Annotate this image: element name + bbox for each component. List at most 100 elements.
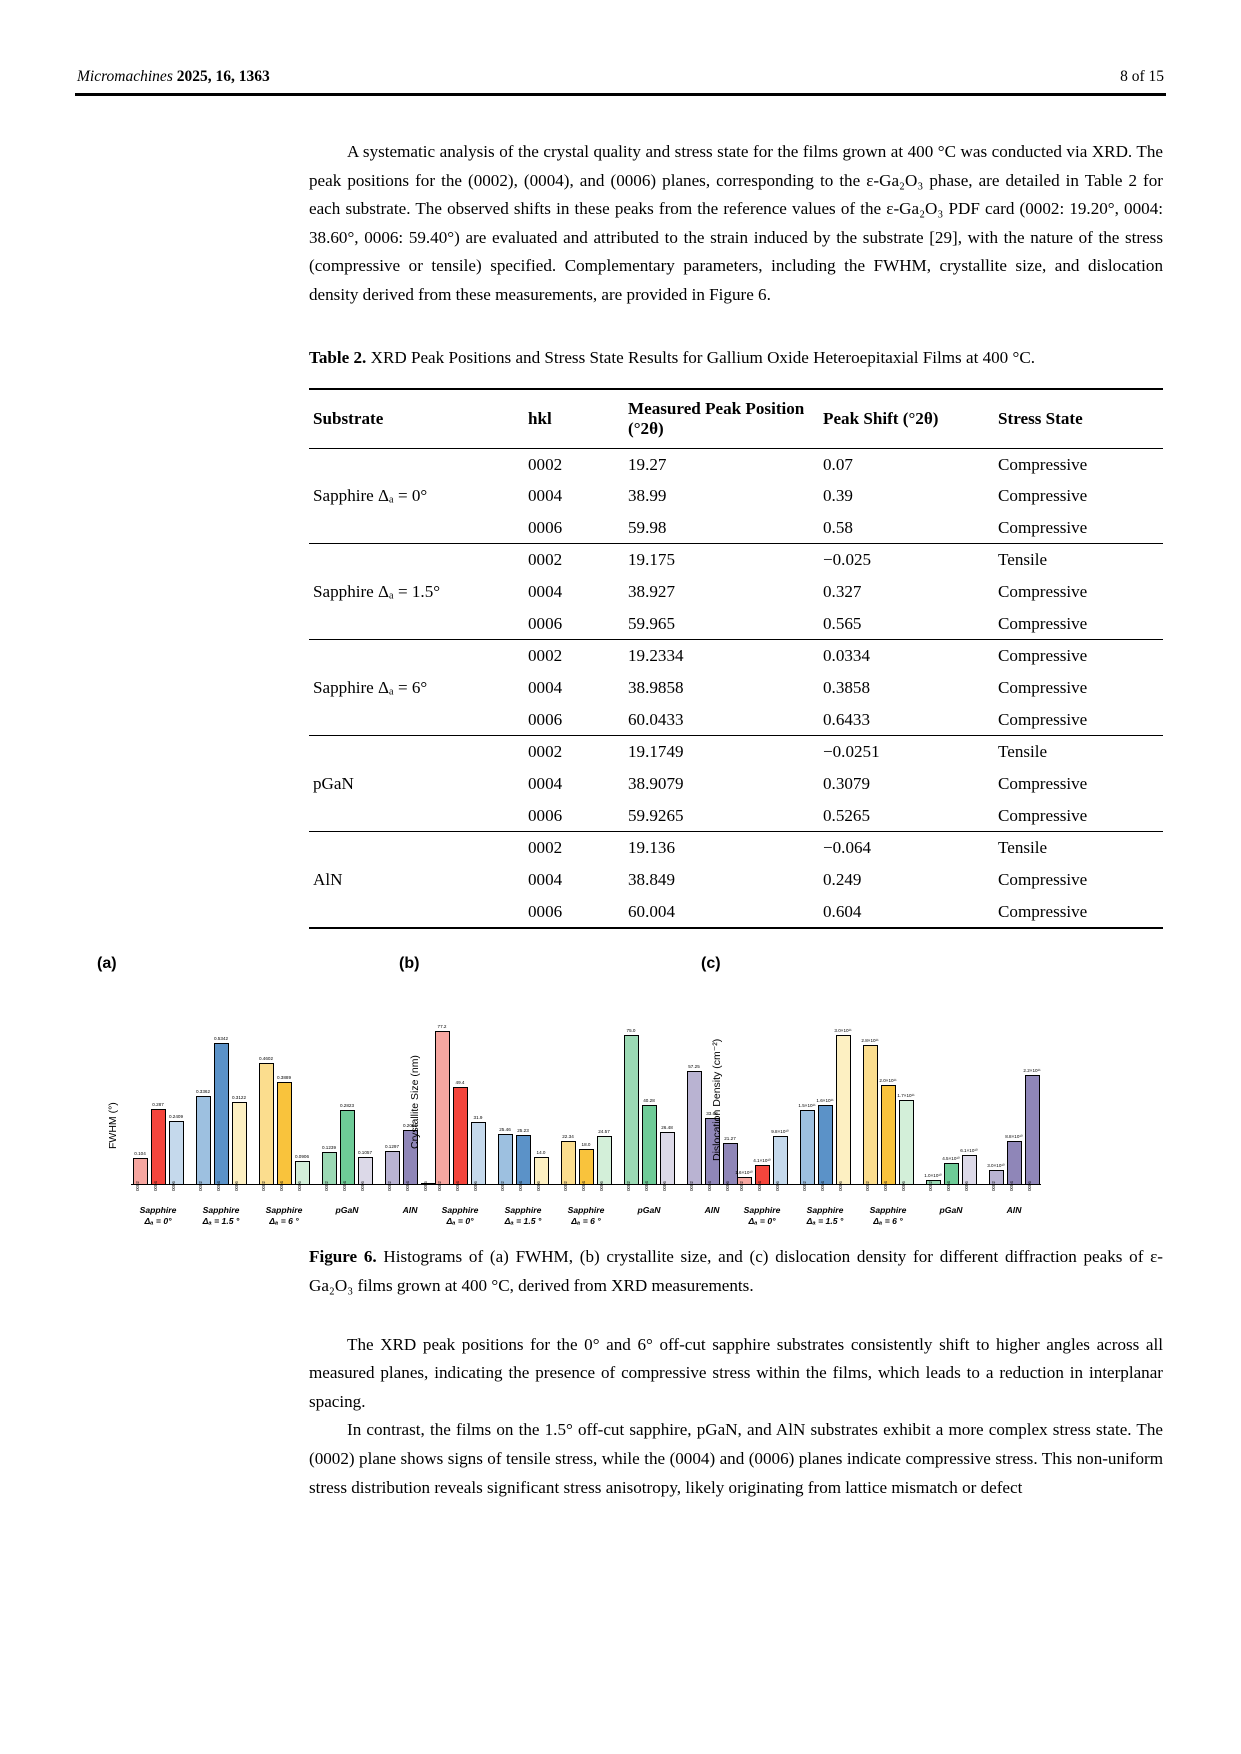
cell-peak-shift: 0.565 xyxy=(823,613,862,633)
bar[interactable] xyxy=(195,1095,211,1186)
bar-item[interactable]: 3.0×10¹¹ 0006 xyxy=(834,1000,851,1191)
bar-item[interactable]: 75.0 0002 xyxy=(623,1000,639,1191)
cell-stress-state: Compressive xyxy=(994,895,1163,930)
bar[interactable] xyxy=(623,1035,639,1186)
bar-item[interactable]: 0.287 0004 xyxy=(150,1000,166,1191)
bar-item[interactable]: 26.48 0006 xyxy=(659,1000,675,1191)
bar-item[interactable]: 0.3889 0004 xyxy=(276,1000,292,1191)
y-axis-title-a: FWHM (°) xyxy=(107,1102,119,1150)
cell-peak-position: 60.004 xyxy=(624,895,819,930)
cell-peak-position: 59.9265 xyxy=(628,805,684,825)
cell-stress-state: Compressive xyxy=(998,678,1088,698)
x-group-label-line2: Δₐ = 0° xyxy=(446,1216,474,1227)
bar-item[interactable]: 40.28 0004 xyxy=(641,1000,657,1191)
bar-item[interactable]: 1.5×10¹¹ 0002 xyxy=(798,1000,815,1191)
bar[interactable] xyxy=(231,1102,247,1186)
bar-item[interactable]: 1.6×10¹¹ 0004 xyxy=(816,1000,833,1191)
bar[interactable] xyxy=(497,1134,513,1186)
bar[interactable] xyxy=(772,1136,788,1186)
bar-group: 2.8×10¹¹ 0002 2.0×10¹¹ 0004 1.7×10¹¹ 0006 xyxy=(861,1000,915,1191)
bar[interactable] xyxy=(258,1062,274,1186)
bar-tick-label: 0006 xyxy=(599,1181,604,1192)
bar-item[interactable]: 8.8×10¹⁰ 0004 xyxy=(1005,1000,1023,1191)
bar[interactable] xyxy=(880,1085,896,1186)
bar-group: 0.4602 0002 0.3889 0004 0.0906 0006 xyxy=(257,1000,311,1191)
bar[interactable] xyxy=(641,1104,657,1186)
bar-item[interactable]: 22.34 0002 xyxy=(560,1000,576,1191)
bar[interactable] xyxy=(799,1110,815,1186)
bar-item[interactable]: 1.0×10¹⁰ 0002 xyxy=(924,1000,942,1191)
bar[interactable] xyxy=(862,1045,878,1186)
bar[interactable] xyxy=(560,1140,576,1186)
bar-item[interactable]: 49.4 0004 xyxy=(452,1000,468,1191)
bar[interactable] xyxy=(1006,1141,1022,1186)
bar[interactable] xyxy=(817,1105,833,1186)
bar[interactable] xyxy=(596,1136,612,1186)
bar-item[interactable]: 9.8×10¹⁰ 0006 xyxy=(771,1000,789,1191)
bar-item[interactable]: 0.5342 0004 xyxy=(213,1000,229,1191)
bar-item[interactable]: 18.0 0004 xyxy=(578,1000,594,1191)
bar[interactable] xyxy=(659,1132,675,1186)
cell-substrate xyxy=(309,831,524,865)
x-group-label-line1: AlN xyxy=(1006,1205,1022,1216)
bar-item[interactable]: 31.9 0006 xyxy=(470,1000,486,1191)
bar[interactable] xyxy=(434,1030,450,1186)
bar-item[interactable]: 1.6×10¹⁰ 0002 xyxy=(735,1000,753,1191)
bar[interactable] xyxy=(452,1086,468,1186)
bar-item[interactable]: 77.2 0002 xyxy=(434,1000,450,1191)
substrate-label: Sapphire Δₐ = 6° xyxy=(313,678,428,698)
bar[interactable] xyxy=(470,1121,486,1186)
x-group-label-line1: Sapphire xyxy=(806,1205,844,1216)
bar-item[interactable]: 0.1239 0002 xyxy=(321,1000,337,1191)
bar-item[interactable]: 21.27 0006 xyxy=(722,1000,738,1191)
bar-item[interactable]: 2.8×10¹¹ 0002 xyxy=(861,1000,878,1191)
x-group-label-line2: Δₐ = 1.5 ° xyxy=(202,1216,240,1227)
x-axis-c xyxy=(735,1184,1041,1186)
bar-tick-label: 0006 xyxy=(838,1181,843,1192)
bar[interactable] xyxy=(168,1121,184,1186)
bar-item[interactable]: 2.0×10¹¹ 0004 xyxy=(879,1000,896,1191)
bar-value-label: 25.46 xyxy=(499,1127,511,1133)
bar[interactable] xyxy=(898,1100,914,1186)
bar-item[interactable]: 4.1×10¹⁰ 0004 xyxy=(753,1000,771,1191)
bar[interactable] xyxy=(276,1081,292,1186)
bar-item[interactable]: 57.25 0002 xyxy=(686,1000,702,1191)
bar-item[interactable]: 3.0×10¹⁰ 0002 xyxy=(987,1000,1005,1191)
bar-item[interactable]: 0.2823 0004 xyxy=(339,1000,355,1191)
bar-item[interactable]: 0.1057 0006 xyxy=(357,1000,373,1191)
bar-tick-label: 0002 xyxy=(198,1181,203,1192)
bar-group: 57.25 0002 33.66 0004 21.27 0006 xyxy=(685,1000,739,1191)
bar-item[interactable]: 0.3362 0002 xyxy=(195,1000,211,1191)
cell-peak-position: 60.0433 xyxy=(628,709,684,729)
bar-value-label: 0.0906 xyxy=(294,1154,310,1160)
chart-panel-c: (c) Dislocation Density (cm⁻²) 1.6×10¹⁰ 0… xyxy=(689,951,1049,1231)
bar-item[interactable]: 0.4602 0002 xyxy=(258,1000,274,1191)
bar-item[interactable]: 0.0906 0006 xyxy=(294,1000,310,1191)
bar-tick-label: 0004 xyxy=(820,1181,825,1192)
table-body: 0002 19.27 0.07 Compressive Sapphire Δₐ = 0°… xyxy=(309,448,1163,930)
cell-peak-shift: 0.5265 xyxy=(823,805,871,825)
bar[interactable] xyxy=(150,1108,166,1186)
bar-item[interactable]: 14.0 0006 xyxy=(533,1000,549,1191)
bar-tick-label: 0006 xyxy=(473,1181,478,1192)
bar-item[interactable]: 0.2409 0006 xyxy=(168,1000,184,1191)
bar-item[interactable]: 0.104 0002 xyxy=(132,1000,148,1191)
x-group-label: Sapphire Δₐ = 0° xyxy=(433,1205,487,1227)
bar-item[interactable]: 24.57 0006 xyxy=(596,1000,612,1191)
bar[interactable] xyxy=(213,1042,229,1186)
table-caption: Table 2. XRD Peak Positions and Stress S… xyxy=(309,344,1163,373)
bar-item[interactable]: 25.46 0002 xyxy=(497,1000,513,1191)
bar-item[interactable]: 6.1×10¹⁰ 0006 xyxy=(960,1000,978,1191)
bar-item[interactable]: 4.5×10¹⁰ 0004 xyxy=(942,1000,960,1191)
figure-6: (a) FWHM (°) 0.104 0002 0.287 0004 0.2409 000… xyxy=(75,951,1166,1231)
bar-item[interactable]: 25.23 0004 xyxy=(515,1000,531,1191)
bar-item[interactable]: 0.3122 0006 xyxy=(231,1000,247,1191)
bar[interactable] xyxy=(1024,1075,1040,1186)
bar-item[interactable]: 0.2095 0004 xyxy=(402,1000,418,1191)
bar[interactable] xyxy=(515,1134,531,1186)
bar[interactable] xyxy=(835,1035,851,1186)
bar-group: 75.0 0002 40.28 0004 26.48 0006 xyxy=(622,1000,676,1191)
bar[interactable] xyxy=(339,1110,355,1186)
bar-item[interactable]: 1.7×10¹¹ 0006 xyxy=(897,1000,914,1191)
bar-item[interactable]: 2.2×10¹¹ 0006 xyxy=(1023,1000,1040,1191)
